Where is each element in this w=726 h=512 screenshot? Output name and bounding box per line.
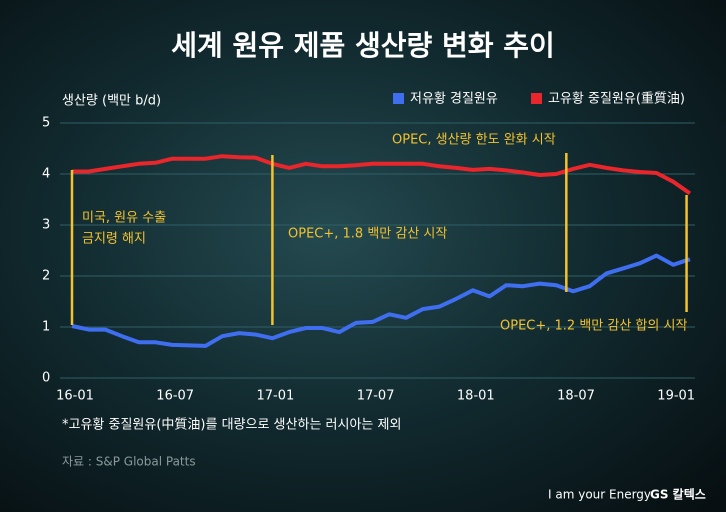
- slogan: I am your Energy: [548, 488, 651, 502]
- legend-swatch: [531, 93, 542, 104]
- y-tick-label: 4: [42, 167, 50, 182]
- x-tick-label: 18-01: [457, 389, 495, 404]
- legend-swatch: [393, 93, 404, 104]
- x-tick-label: 17-01: [257, 389, 295, 404]
- plot: 0 1 2 3 4 5 16-01 16-07 17-01 17-07 18-01 18-07 19-0…: [42, 116, 695, 404]
- annotation: OPEC+, 1.8 백만 감산 시작: [288, 227, 447, 242]
- footnote: *고유황 중질원유(中質油)를 대량으로 생산하는 러시아는 제외: [62, 418, 401, 433]
- annotation: 금지령 해지: [82, 232, 146, 247]
- y-tick-label: 0: [42, 371, 50, 386]
- y-axis-label: 생산량 (백만 b/d): [62, 94, 161, 109]
- series-line: [72, 154, 692, 196]
- series-line: [71, 253, 691, 348]
- y-tick-label: 3: [42, 218, 50, 233]
- annotation: OPEC, 생산량 한도 완화 시작: [392, 133, 556, 148]
- x-tick-label: 18-07: [557, 389, 595, 404]
- x-tick-label: 16-01: [56, 389, 94, 404]
- x-tick-label: 16-07: [156, 389, 194, 404]
- y-tick-label: 5: [42, 116, 50, 131]
- x-tick-label: 19-01: [657, 389, 695, 404]
- annotation: 미국, 원유 수출: [82, 211, 166, 226]
- chart-title: 세계 원유 제품 생산량 변화 추이: [171, 29, 555, 62]
- source: 자료 : S&P Global Patts: [62, 455, 196, 469]
- legend-label: 고유황 중질원유(重質油): [548, 91, 685, 107]
- y-tick-label: 2: [42, 269, 50, 284]
- y-tick-label: 1: [42, 320, 50, 335]
- annotation: OPEC+, 1.2 백만 감산 합의 시작: [500, 319, 687, 334]
- legend-label: 저유황 경질원유: [410, 92, 498, 107]
- x-tick-label: 17-07: [357, 389, 395, 404]
- logo: GS 칼텍스: [650, 487, 706, 502]
